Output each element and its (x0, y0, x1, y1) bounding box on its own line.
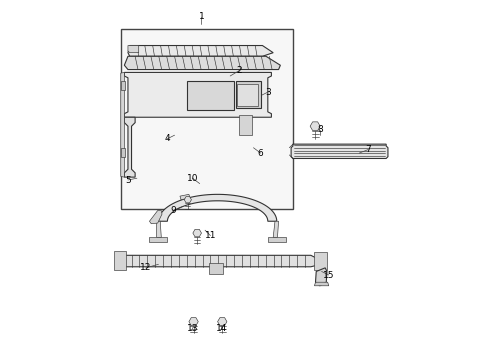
Polygon shape (314, 282, 328, 286)
Text: 9: 9 (169, 206, 175, 215)
Polygon shape (192, 229, 201, 237)
Polygon shape (124, 117, 135, 177)
Bar (239, 116, 251, 135)
Polygon shape (149, 211, 162, 224)
Text: 6: 6 (257, 149, 263, 158)
Text: 15: 15 (323, 270, 334, 279)
Polygon shape (156, 221, 161, 237)
Polygon shape (158, 194, 276, 221)
Text: 4: 4 (164, 134, 170, 143)
Polygon shape (273, 221, 278, 237)
Text: 13: 13 (186, 324, 198, 333)
Polygon shape (128, 45, 273, 56)
Bar (235, 81, 260, 108)
Polygon shape (124, 72, 271, 117)
Bar (121, 81, 125, 90)
Polygon shape (184, 197, 191, 203)
Polygon shape (121, 255, 317, 267)
Polygon shape (309, 122, 320, 131)
Bar (113, 251, 126, 270)
Polygon shape (124, 56, 280, 69)
Polygon shape (180, 194, 190, 200)
Text: 11: 11 (204, 231, 216, 240)
Bar (121, 148, 125, 157)
Bar (208, 263, 223, 274)
Text: 3: 3 (264, 87, 270, 96)
Text: 10: 10 (186, 174, 198, 183)
Text: 14: 14 (215, 324, 226, 333)
Text: 1: 1 (198, 12, 204, 21)
Polygon shape (290, 144, 387, 158)
Text: 2: 2 (236, 66, 242, 75)
Polygon shape (217, 318, 226, 326)
Text: 8: 8 (316, 125, 322, 134)
Text: 5: 5 (125, 176, 131, 185)
Text: 12: 12 (140, 264, 151, 273)
Polygon shape (149, 237, 167, 242)
Bar (187, 81, 233, 110)
Text: 7: 7 (365, 145, 370, 154)
Bar (237, 84, 258, 106)
Polygon shape (121, 72, 124, 177)
Polygon shape (315, 268, 326, 286)
Polygon shape (188, 318, 198, 326)
Bar (314, 252, 326, 270)
Bar (121, 30, 292, 209)
Polygon shape (267, 237, 285, 242)
Polygon shape (128, 45, 139, 53)
